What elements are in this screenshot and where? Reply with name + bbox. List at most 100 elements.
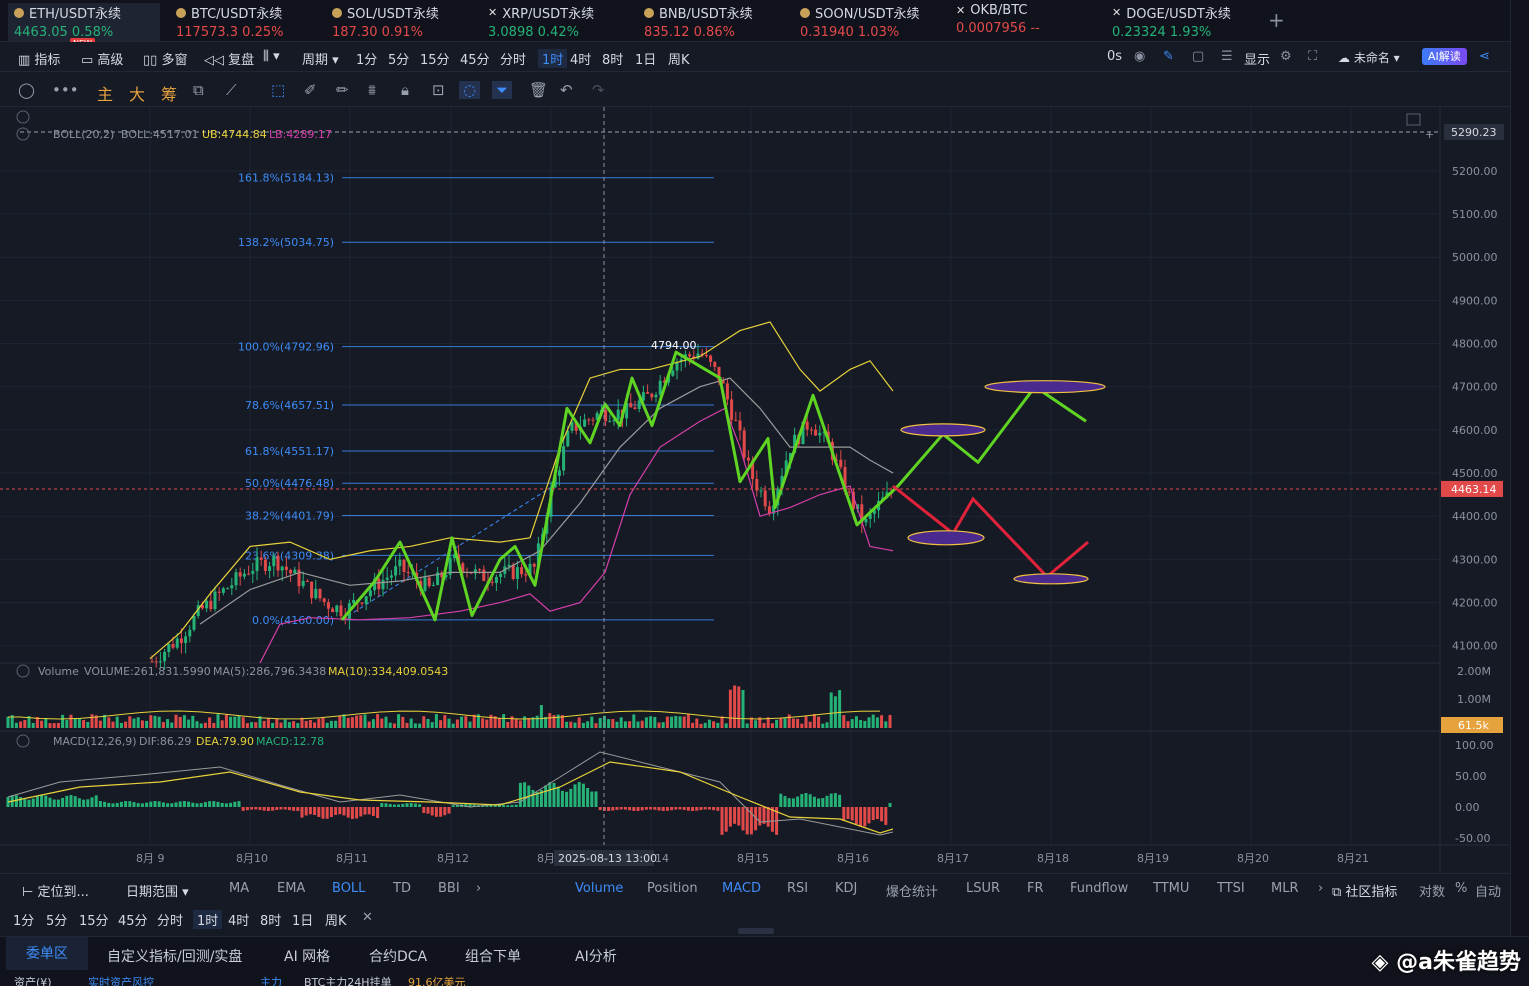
chart-type-button[interactable]: ⫼ ▾ [263,49,280,64]
period-button[interactable]: 4时 [228,914,250,929]
sub-indicator-toggle[interactable]: FR [1027,881,1044,896]
pattern-icon[interactable]: ⩩ [368,81,377,99]
multi-window-button[interactable]: ▯▯ 多窗 [143,53,188,68]
crosshair-add-icon[interactable]: + [1425,128,1434,141]
percent-scale-toggle[interactable]: % [1455,881,1468,896]
redo-icon[interactable]: ↷ [592,81,605,99]
pencil-icon[interactable]: ✎ [1163,49,1174,64]
community-indicator-button[interactable]: ⧉ 社区指标 [1332,885,1398,900]
interval-button[interactable]: 4时 [570,53,592,68]
period-button[interactable]: 45分 [118,914,148,929]
measure-icon[interactable]: ⟋ [226,81,237,99]
compare-icon[interactable]: ⧉ [193,81,204,99]
close-period-icon[interactable]: ✕ [362,910,373,925]
main-indicator-toggle[interactable]: MA [229,881,250,896]
filter-icon[interactable]: ⏷ [492,81,513,99]
undo-icon[interactable]: ↶ [560,81,573,99]
comment-icon[interactable]: ▢ [1192,49,1205,64]
main-indicator-toggle[interactable]: TD [393,881,411,896]
expand-pane-icon[interactable] [1406,113,1421,126]
chart-area[interactable]: 161.8%(5184.13) 138.2%(5034.75) 100.0%(479… [0,107,1510,872]
collapse-toggle-icon[interactable] [16,110,30,124]
sub-indicator-toggle[interactable]: LSUR [966,881,1001,896]
ticker-tab[interactable]: SOL/USDT永续 187.30 0.91% [326,3,476,41]
layout-name-dropdown[interactable]: ☁ 未命名 ▾ [1338,51,1400,65]
display-button[interactable]: 显示 [1244,53,1271,68]
replay-button[interactable]: ◁◁ 复盘 [204,53,255,68]
list-icon[interactable]: ☰ [1221,49,1233,64]
period-button[interactable]: 周K [325,914,347,929]
sub-indicator-toggle[interactable]: TTMU [1153,881,1190,896]
locate-button[interactable]: ⊢ 定位到... [22,885,89,900]
volume-toggle-icon[interactable] [16,664,30,678]
ticker-tab[interactable]: BTC/USDT永续 117573.3 0.25% [170,3,320,41]
bottom-tab[interactable]: 合约DCA [369,949,428,965]
add-tab-icon[interactable]: + [1268,8,1285,32]
log-scale-toggle[interactable]: 对数 [1419,885,1446,900]
ticker-tab[interactable]: ✕ XRP/USDT永续 3.0898 0.42% [482,3,632,41]
brush-icon[interactable]: ✏ [336,81,349,99]
interval-button[interactable]: 15分 [420,53,450,68]
interval-button[interactable]: 45分 [460,53,490,68]
auto-scale-toggle[interactable]: 自动 [1475,885,1502,900]
risk-control-link[interactable]: 实时资产风控 [88,976,154,986]
settings-gear-icon[interactable]: ⚙ [1280,49,1292,64]
magnet-icon[interactable]: ◌ [459,81,481,99]
trash-icon[interactable]: 🗑︎ [529,81,549,99]
main-indicator-toggle[interactable]: EMA [277,881,306,896]
sub-indicator-toggle[interactable]: Volume [575,881,624,896]
ticker-tab[interactable]: ✕ DOGE/USDT永续 0.23324 1.93% [1106,3,1266,41]
lock-icon[interactable]: 🔒︎ [401,81,409,99]
period-button[interactable]: 1日 [292,914,314,929]
period-button[interactable]: 5分 [46,914,68,929]
more-tools-icon[interactable]: ••• [52,81,79,99]
period-button[interactable]: 15分 [79,914,109,929]
interval-button[interactable]: 周K [668,53,690,68]
period-button[interactable]: 1分 [13,914,35,929]
fullscreen-icon[interactable]: ⛶ [1308,49,1318,64]
select-tool-icon[interactable]: ⬚ [271,81,286,99]
sub-indicator-toggle[interactable]: RSI [787,881,809,896]
period-button[interactable]: 8时 [260,914,282,929]
main-indicator-toggle[interactable]: BOLL [332,881,366,896]
share-icon[interactable]: ⋖ [1479,49,1490,64]
ai-interpret-button[interactable]: AI解读 [1422,48,1467,65]
sub-indicator-toggle[interactable]: TTSI [1217,881,1245,896]
sub-indicator-toggle[interactable]: KDJ [835,881,858,896]
sub-indicator-toggle[interactable]: MACD [722,881,761,896]
ticker-tab[interactable]: BNB/USDT永续 835.12 0.86% [638,3,788,41]
sub-indicator-toggle[interactable]: Position [647,881,698,896]
sub-ind-next-icon[interactable]: › [1318,881,1324,896]
indicator-button[interactable]: ▥ 指标 [18,53,61,68]
interval-button[interactable]: 8时 [602,53,624,68]
main-indicator-toggle[interactable]: BBI [438,881,460,896]
date-range-dropdown[interactable]: 日期范围 ▾ [126,885,189,900]
interval-button[interactable]: 5分 [388,53,410,68]
camera-icon[interactable]: ◉ [1134,49,1146,64]
bottom-tab[interactable]: AI 网格 [284,949,331,965]
interval-button[interactable]: 1日 [635,53,657,68]
period-button[interactable]: 分时 [157,914,184,929]
chart-edit-icon[interactable]: ⊡ [432,81,445,99]
sub-indicator-toggle[interactable]: Fundflow [1070,881,1129,896]
ellipse-tool-icon[interactable]: ◯ [18,81,35,99]
main-ind-next-icon[interactable]: › [476,881,482,896]
macd-toggle-icon[interactable] [16,734,30,748]
main-force-button[interactable]: 主 [97,85,114,104]
interval-button[interactable]: 分时 [500,53,527,68]
bottom-tab[interactable]: 委单区 [6,937,88,973]
bottom-tab[interactable]: 组合下单 [465,949,521,965]
bottom-tab[interactable]: AI分析 [575,949,617,965]
interval-button[interactable]: 1分 [356,53,378,68]
boll-toggle-icon[interactable] [16,127,30,141]
ticker-tab[interactable]: SOON/USDT永续 0.31940 1.03% [794,3,944,41]
big-order-button[interactable]: 大 [129,85,146,104]
ruler-icon[interactable]: ✐ [304,81,317,99]
period-dropdown[interactable]: 周期 ▾ [302,53,339,68]
ticker-tab[interactable]: ✕ OKB/BTC 0.0007956 -- [950,3,1100,41]
price-chart-svg[interactable]: 161.8%(5184.13) 138.2%(5034.75) 100.0%(479… [0,107,1510,872]
sub-indicator-toggle[interactable]: 爆仓统计 [886,885,939,900]
advanced-button[interactable]: ▭ 高级 [81,53,124,68]
period-button[interactable]: 1时 [193,910,223,929]
